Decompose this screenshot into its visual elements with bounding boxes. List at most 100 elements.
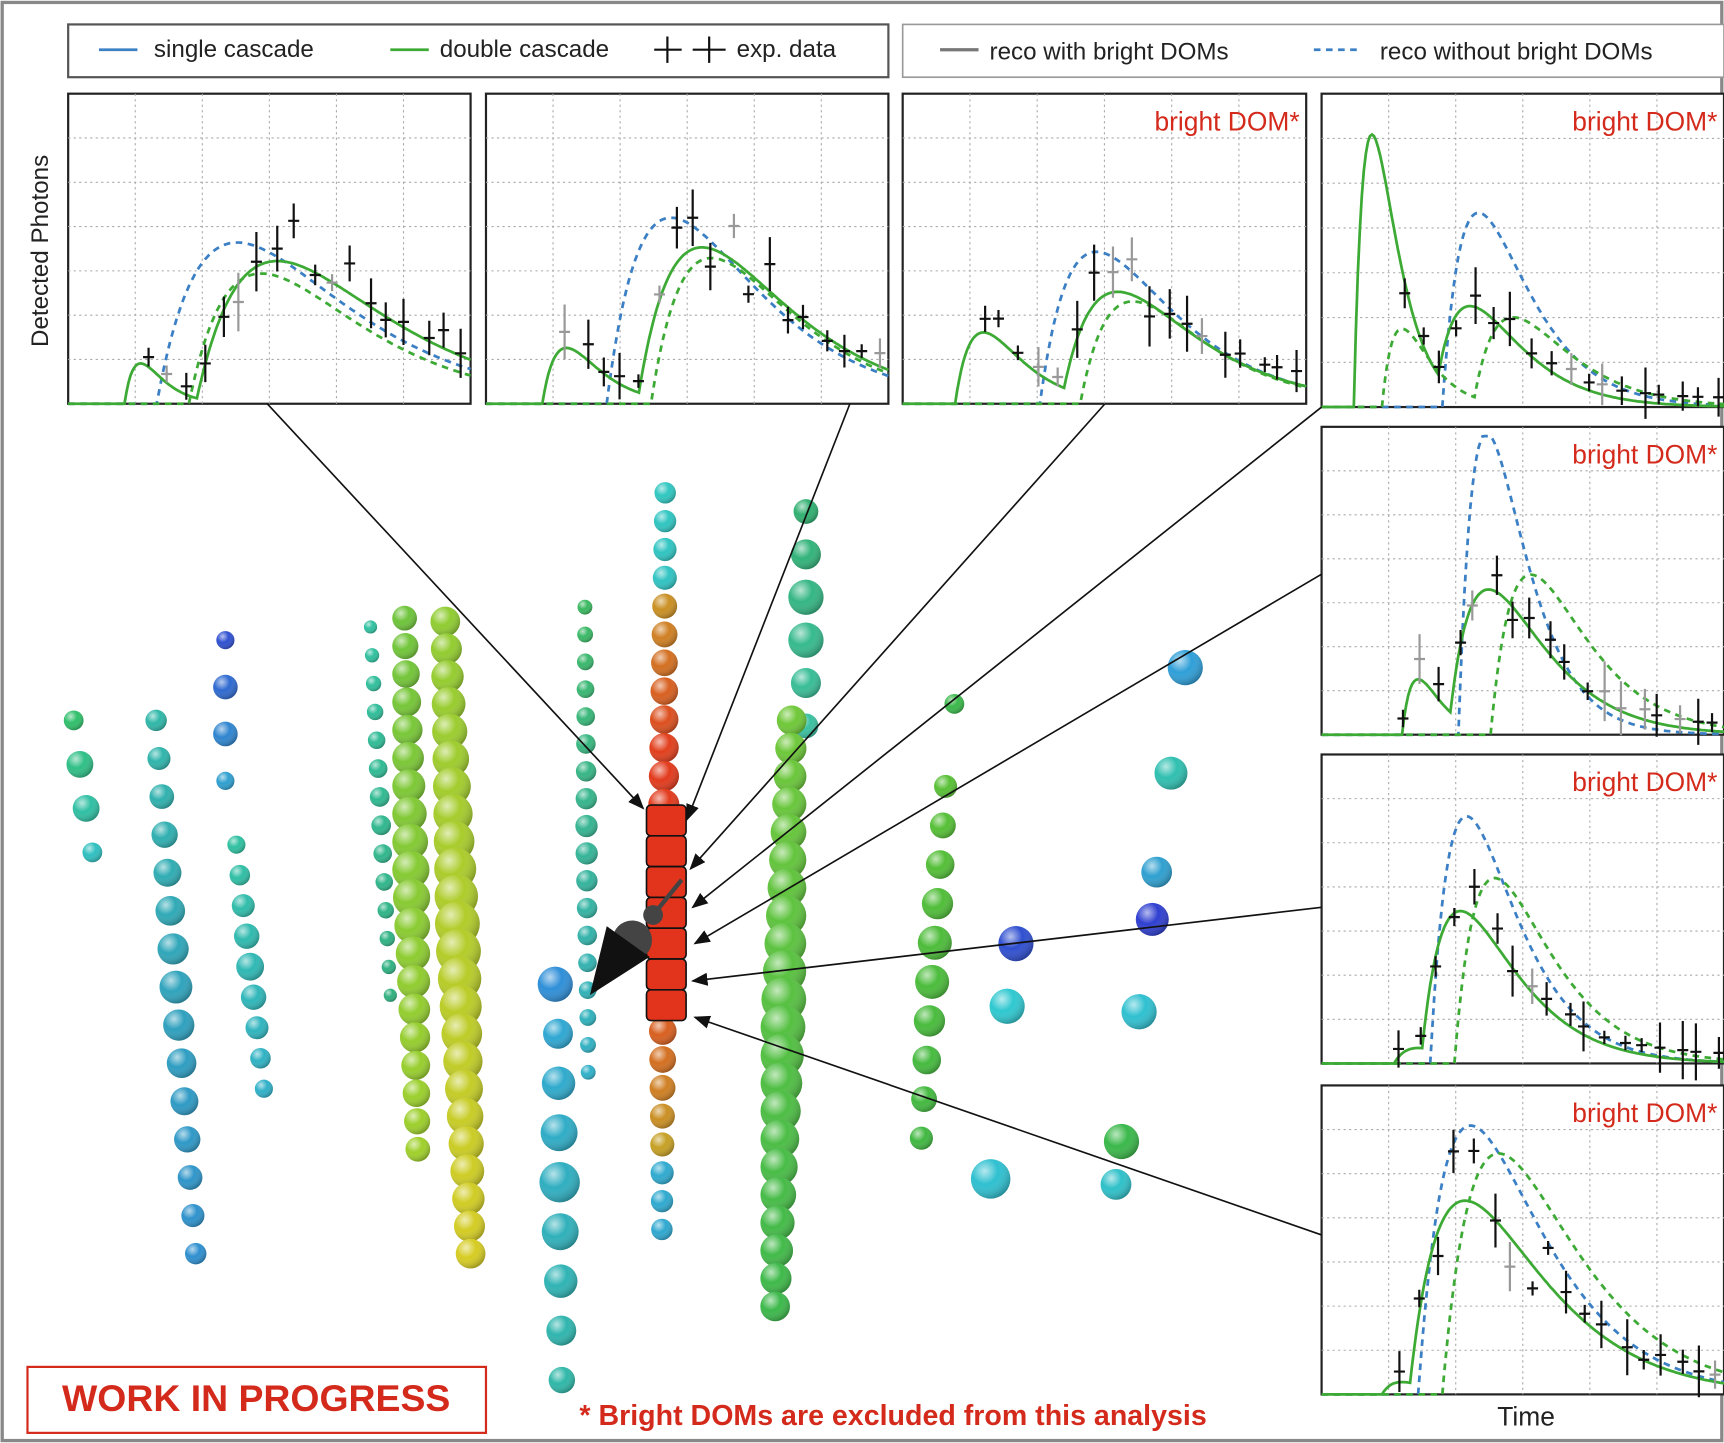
dom-shine — [575, 814, 598, 838]
data-point — [1542, 1241, 1554, 1255]
dom-shine — [446, 1097, 484, 1135]
dom-shine — [177, 1165, 203, 1190]
curve-double-cascade — [485, 246, 889, 406]
dom-shine — [392, 660, 420, 688]
dom-shine — [541, 1213, 579, 1251]
dom-shine — [653, 537, 677, 562]
data-point — [582, 319, 594, 369]
dom-shine — [767, 868, 807, 908]
data-point — [1616, 376, 1628, 406]
dom-shine — [155, 896, 186, 926]
data-point — [1546, 351, 1558, 376]
dom-shine — [455, 1238, 486, 1269]
dom-shine — [231, 894, 255, 918]
dom-shine — [448, 1126, 484, 1162]
dom-shine — [913, 1005, 946, 1037]
dom-shine — [430, 606, 461, 637]
data-point — [1448, 908, 1460, 927]
waveform-panel — [484, 92, 890, 406]
dom-shine — [151, 821, 178, 848]
dom-shine — [394, 907, 431, 944]
dom-shine — [776, 705, 807, 736]
curve-reco-without-bright — [1321, 1151, 1724, 1396]
data-point — [288, 203, 300, 239]
dom-shine — [149, 784, 175, 809]
dom-shine — [580, 1036, 596, 1053]
legend-label: double cascade — [440, 36, 609, 63]
dom-shine — [174, 1126, 201, 1153]
data-point — [856, 344, 868, 358]
dom-shine — [760, 1234, 794, 1267]
dom-shine — [145, 709, 167, 732]
data-point — [1527, 1281, 1539, 1296]
data-point — [1709, 1360, 1721, 1389]
dom-shine — [402, 1079, 431, 1108]
data-point — [598, 357, 610, 387]
dom-shine — [649, 1074, 676, 1101]
legend-label: single cascade — [154, 36, 314, 63]
data-point — [1032, 347, 1044, 387]
data-point — [1526, 338, 1538, 369]
dom-shine — [760, 1119, 800, 1159]
data-point — [1596, 363, 1608, 406]
data-point — [1399, 278, 1411, 309]
dom-shine — [929, 812, 956, 839]
data-point — [232, 272, 244, 332]
data-point — [1565, 1002, 1576, 1026]
dom-shine — [577, 626, 594, 643]
dom-shine — [648, 761, 680, 792]
dom-shine — [66, 750, 94, 778]
dom-shine — [153, 858, 182, 887]
dom-shine — [652, 593, 678, 619]
data-point — [1599, 661, 1611, 722]
data-point — [1578, 1001, 1590, 1052]
data-point — [821, 330, 833, 352]
curve-single-cascade — [1321, 211, 1724, 409]
data-point — [704, 242, 716, 291]
data-point — [1450, 320, 1462, 337]
data-point — [992, 310, 1004, 328]
data-point — [1491, 555, 1503, 595]
data-point — [1583, 373, 1595, 392]
dom-shine — [229, 864, 251, 886]
dom-shine — [921, 887, 954, 920]
dom-shine — [651, 1218, 673, 1241]
data-point — [1219, 331, 1231, 378]
dom-shine — [760, 1262, 792, 1295]
stamp-box — [26, 1365, 488, 1434]
dom-shine — [213, 721, 238, 747]
dom-shine — [925, 850, 955, 879]
dom-shine — [576, 870, 598, 892]
dom-shine — [576, 680, 595, 699]
data-point — [1291, 349, 1303, 393]
data-point — [1433, 666, 1445, 702]
dom-shine — [366, 703, 384, 721]
dom-shine — [575, 761, 597, 782]
data-point — [1455, 630, 1467, 656]
data-point — [1466, 590, 1478, 621]
dom-shine — [775, 732, 807, 764]
dom-shine — [652, 565, 677, 590]
panel-frame — [1320, 92, 1724, 409]
dom-shine — [430, 633, 462, 665]
panels: bright DOM* bright DOM* bright DOM* bright … — [67, 92, 1724, 1398]
data-point — [1690, 1023, 1702, 1081]
data-point — [1713, 1037, 1724, 1069]
dom-shine — [453, 1210, 486, 1242]
dom-shine — [405, 1136, 431, 1162]
data-point — [1615, 681, 1627, 736]
dom-shine — [537, 966, 573, 1002]
dom-shine — [392, 879, 431, 917]
data-point — [1598, 1030, 1610, 1044]
waveform-panel: bright DOM* — [1320, 425, 1724, 745]
dom-shine — [240, 984, 267, 1010]
dom-shine — [392, 633, 419, 660]
data-point — [797, 304, 809, 330]
data-point — [1692, 698, 1704, 745]
waveform-panel — [67, 92, 472, 406]
dom-shine — [760, 1148, 798, 1186]
data-point — [1492, 913, 1504, 944]
dom-shine — [431, 686, 466, 721]
data-point — [1126, 237, 1138, 282]
